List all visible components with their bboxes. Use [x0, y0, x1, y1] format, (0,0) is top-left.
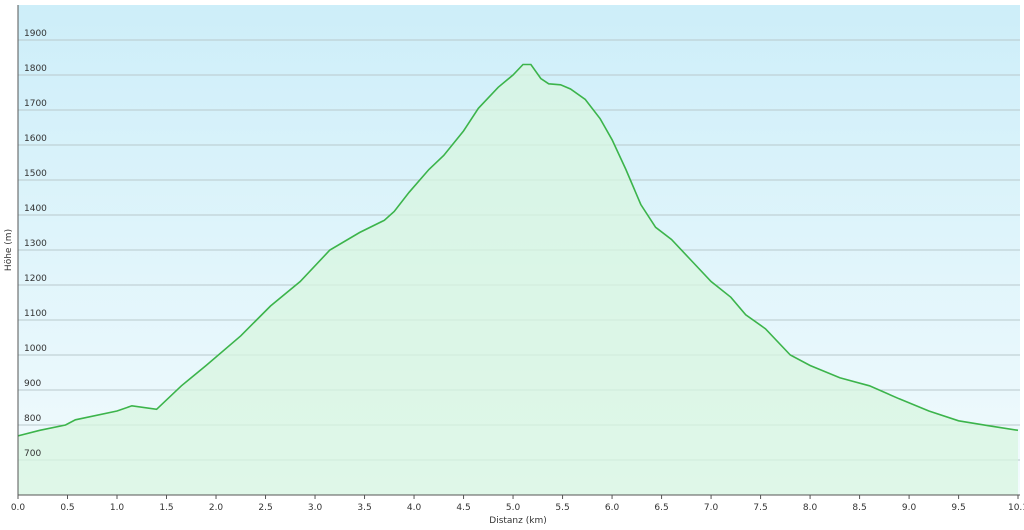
x-tick-label: 0.0 — [11, 503, 26, 513]
y-tick-label: 1100 — [24, 309, 47, 319]
y-axis-label: Höhe (m) — [4, 229, 14, 271]
y-tick-label: 1700 — [24, 99, 47, 109]
y-tick-label: 700 — [24, 449, 41, 459]
x-tick-label: 7.5 — [753, 503, 767, 513]
elevation-line — [17, 63, 1019, 437]
x-tick-label: 6.0 — [605, 503, 620, 513]
x-tick-label: 3.0 — [308, 503, 323, 513]
x-tick-label: 5.0 — [506, 503, 521, 513]
x-tick-label: 7.0 — [704, 503, 719, 513]
y-tick-label: 1600 — [24, 134, 47, 144]
y-tick-label: 1400 — [24, 204, 47, 214]
y-tick-label: 1000 — [24, 344, 47, 354]
y-tick-label: 1200 — [24, 274, 47, 284]
x-tick-label: 2.0 — [209, 503, 224, 513]
x-tick-label: 8.0 — [803, 503, 818, 513]
y-tick-label: 900 — [24, 379, 41, 389]
x-tick-label: 10.1 — [1008, 503, 1024, 513]
x-tick-label: 6.5 — [654, 503, 668, 513]
elevation-area — [18, 64, 1018, 495]
x-tick-label: 2.5 — [258, 503, 272, 513]
y-tick-label: 1300 — [24, 239, 47, 249]
y-tick-label: 800 — [24, 414, 41, 424]
y-tick-label: 1900 — [24, 29, 47, 39]
y-tick-label: 1800 — [24, 64, 47, 74]
x-tick-label: 9.5 — [951, 503, 965, 513]
x-tick-label: 4.5 — [456, 503, 470, 513]
x-tick-label: 3.5 — [357, 503, 371, 513]
x-tick-label: 1.0 — [110, 503, 125, 513]
y-tick-label: 1500 — [24, 169, 47, 179]
x-tick-label: 4.0 — [407, 503, 422, 513]
x-tick-label: 9.0 — [902, 503, 917, 513]
x-axis-label: Distanz (km) — [489, 516, 546, 526]
x-tick-label: 0.5 — [60, 503, 74, 513]
x-tick-label: 1.5 — [159, 503, 173, 513]
x-tick-label: 8.5 — [852, 503, 866, 513]
x-tick-label: 5.5 — [555, 503, 569, 513]
